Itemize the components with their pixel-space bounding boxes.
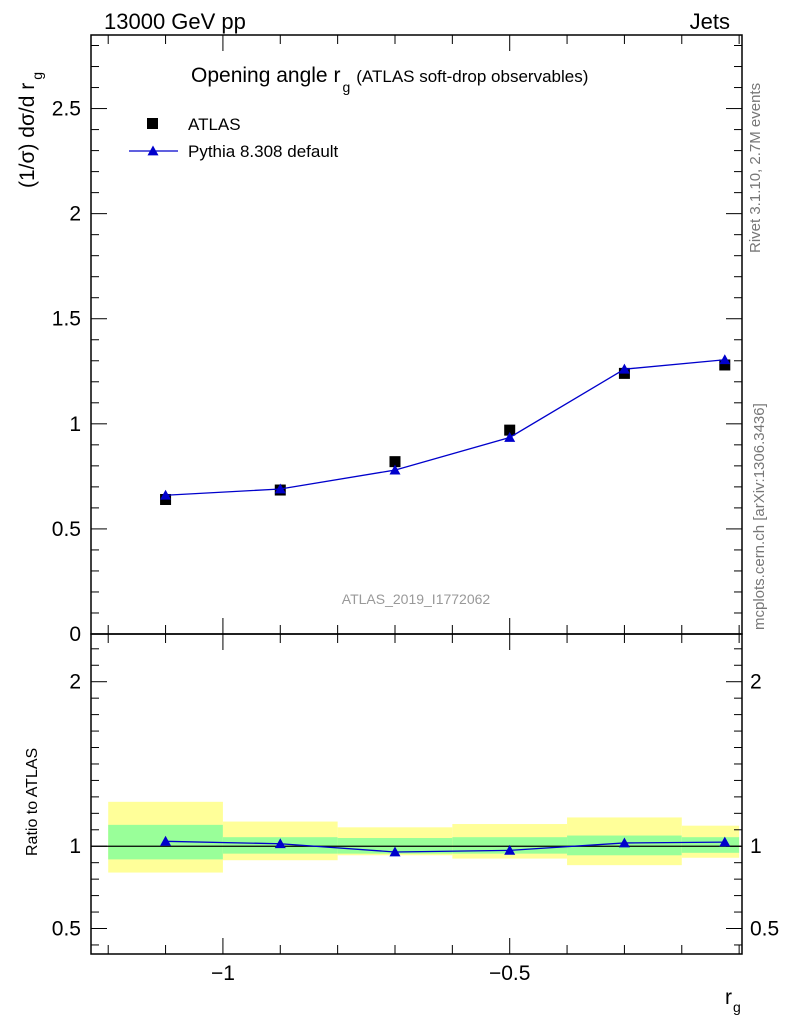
ratio-y-tick-label-right: 0.5 [750,917,779,940]
x-axis-label-text: r [725,986,732,1009]
pythia-point [274,483,286,494]
ratio-y-tick-label: 2 [69,671,81,694]
pythia-point [389,464,401,475]
svg-text:Ratio to ATLAS: Ratio to ATLAS [24,748,41,856]
main-y-tick-label: 0.5 [52,518,81,541]
svg-text:mcplots.cern.ch [arXiv:1306.34: mcplots.cern.ch [arXiv:1306.3436] [751,403,768,630]
x-axis-label: rg [725,986,741,1015]
x-tick-label: −1 [211,962,235,985]
main-title-suffix: (ATLAS soft-drop observables) [356,67,588,86]
ratio-y-tick-label-right: 1 [750,835,762,858]
side-label-rivet: Rivet 3.1.10, 2.7M events [747,83,764,253]
header-right: Jets [690,9,730,34]
ratio-point [160,835,172,846]
main-y-tick-label: 1.5 [52,308,81,331]
x-axis-label-sub: g [733,999,741,1015]
ratio-series-line [165,840,725,853]
pythia-line [165,359,725,496]
ratio-frame [90,633,743,955]
ratio-point [504,844,516,855]
main-ylabel-text: (1/σ) dσ/d r [16,83,39,188]
main-y-tick-label: 0 [69,623,81,646]
main-title-sub: g [342,79,350,95]
ratio-band-inner [681,837,740,853]
legend-pythia-marker [147,145,159,156]
atlas-data-point [389,456,401,468]
header-left: 13000 GeV pp [104,9,246,34]
ratio-point [389,846,401,857]
ratio-uncertainty-bands [108,801,740,873]
atlas-data-point [719,359,731,371]
main-data-marks [160,354,731,505]
x-tick-label: −0.5 [489,962,530,985]
svg-text:Opening angle rg(ATLAS soft-dr: Opening angle r g (ATLAS soft-drop observa… [191,64,588,95]
main-y-ticks: 0 0.5 1 1.5 2 2.5 [52,35,742,646]
ratio-data-marks [91,835,742,857]
legend-atlas-label: ATLAS [188,115,241,134]
pythia-point [618,363,630,374]
ratio-point [274,838,286,849]
legend-atlas-marker [147,118,158,129]
main-title-text: Opening angle r [191,64,340,87]
ratio-y-axis-label: Ratio to ATLAS [24,748,41,856]
legend: ATLAS Pythia 8.308 default [129,115,339,161]
pythia-point [504,431,516,442]
ratio-y-tick-label-right: 2 [750,671,762,694]
main-y-tick-label: 1 [69,413,81,436]
ratio-point [719,836,731,847]
main-y-tick-label: 2.5 [52,98,81,121]
main-ylabel-sub: g [29,72,45,80]
ratio-y-tick-label: 1 [69,835,81,858]
ratio-point [618,837,630,848]
ratio-ticks: −1 −0.5 0.5 0.5 1 1 2 2 [52,634,779,985]
main-y-axis-label: (1/σ) dσ/d r g [16,72,45,188]
svg-text:rg: rg [725,986,741,1015]
side-label-mcplots: mcplots.cern.ch [arXiv:1306.3436] [751,403,768,630]
svg-text:Rivet 3.1.10, 2.7M events: Rivet 3.1.10, 2.7M events [747,83,764,253]
atlas-data-point [504,424,516,436]
legend-pythia-label: Pythia 8.308 default [188,142,339,161]
analysis-label: ATLAS_2019_I1772062 [342,591,491,607]
ratio-plot: Ratio to ATLAS −1 −0.5 0.5 0.5 1 1 2 2 rg [24,633,779,1015]
pythia-point [719,354,731,365]
main-y-tick-label: 2 [69,203,81,226]
ratio-y-tick-label: 0.5 [52,917,81,940]
main-plot: Opening angle r g(ATLAS soft-drop observa… [16,34,743,646]
main-title: Opening angle r g (ATLAS soft-drop observa… [191,64,588,95]
svg-text:(1/σ) dσ/d rg: (1/σ) dσ/d r g [16,72,45,188]
pythia-point [160,489,172,500]
